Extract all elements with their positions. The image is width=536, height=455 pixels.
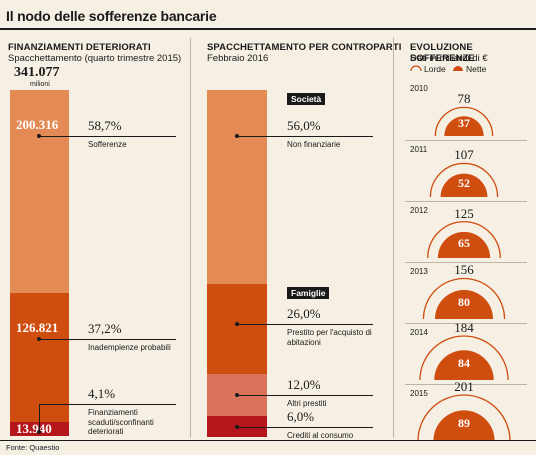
- nette-value: 37: [458, 116, 470, 130]
- semicircle-pair: [434, 106, 494, 137]
- col1-title: FINANZIAMENTI DETERIORATI: [8, 42, 151, 53]
- segment-label: Sofferenze: [88, 140, 127, 149]
- nette-semicircle: [433, 410, 495, 441]
- chart-title: Il nodo delle sofferenze bancarie: [6, 8, 217, 24]
- year-label: 2014: [410, 328, 428, 337]
- legend-nette-icon: [453, 66, 463, 71]
- year-label: 2010: [410, 84, 428, 93]
- lorde-arc: [419, 335, 509, 381]
- semicircle-pair: [429, 162, 499, 198]
- nette-semicircle: [434, 350, 494, 380]
- leader-line: [39, 404, 176, 405]
- leader-line: [237, 324, 373, 325]
- segment-label: Finanziamenti scaduti/sconfinanti deteri…: [88, 408, 154, 436]
- segment-label: Crediti al consumo: [287, 431, 354, 440]
- lorde-value: 78: [457, 91, 471, 107]
- segment-value-label: 126.821: [16, 320, 59, 335]
- bar-segment: [207, 284, 267, 374]
- segment-percent: 12,0%: [287, 377, 321, 392]
- nette-value: 89: [458, 416, 470, 431]
- lorde-value: 201: [454, 379, 474, 394]
- year-label: 2012: [410, 206, 428, 215]
- year-label: 2015: [410, 389, 428, 398]
- segment-label: Inadempienze probabili: [88, 343, 171, 352]
- semicircle-pair: [419, 335, 509, 381]
- row-divider: [405, 384, 527, 385]
- bar-segment: [10, 90, 69, 293]
- segment-value-label: 13.940: [16, 421, 52, 436]
- year-label: 2013: [410, 267, 428, 276]
- lorde-arc: [417, 394, 511, 442]
- nette-semicircle: [440, 173, 488, 197]
- col3-subtitle: Dati in miliardi di €: [410, 53, 488, 64]
- lorde-arc: [429, 162, 499, 198]
- row-divider: [405, 323, 527, 324]
- bar-segment: [10, 293, 69, 422]
- semicircle-pair: [417, 394, 511, 442]
- leader-line: [39, 136, 176, 137]
- semicircle-pair: [422, 277, 506, 320]
- lorde-value: 156: [454, 262, 474, 278]
- nette-value: 65: [458, 235, 470, 250]
- col1-total: 341.077: [14, 65, 60, 80]
- leader-dot: [37, 430, 41, 434]
- segment-label: Non finanziarie: [287, 140, 341, 149]
- nette-semicircle: [434, 289, 494, 319]
- legend-nette-label: Nette: [466, 64, 487, 74]
- column-separator: [393, 38, 394, 438]
- leader-line: [237, 136, 373, 137]
- legend-lorde-icon: [410, 65, 422, 72]
- segment-percent: 26,0%: [287, 306, 321, 321]
- lorde-arc: [427, 221, 501, 259]
- group-tag: Società: [287, 93, 326, 105]
- leader-line: [39, 404, 40, 432]
- leader-line: [39, 339, 176, 340]
- row-divider: [405, 201, 527, 202]
- title-rule: [0, 28, 536, 30]
- nette-value: 80: [458, 295, 470, 310]
- col3-title: EVOLUZIONE SOFFERENZE: [410, 42, 475, 64]
- nette-value: 84: [458, 355, 470, 370]
- lorde-value: 184: [454, 319, 474, 335]
- semicircle-pair: [427, 221, 501, 259]
- segment-percent: 6,0%: [287, 409, 315, 424]
- group-tag: Famiglie: [287, 287, 330, 299]
- nette-semicircle: [444, 116, 484, 136]
- lorde-value: 125: [454, 205, 474, 221]
- col2-title: SPACCHETTAMENTO PER CONTROPARTI: [207, 42, 402, 53]
- legend-lorde-label: Lorde: [424, 64, 446, 74]
- row-divider: [405, 262, 527, 263]
- bar-segment: [207, 90, 267, 284]
- segment-label: Prestito per l'acquisto di abitazioni: [287, 328, 372, 347]
- column-separator: [190, 38, 191, 438]
- segment-percent: 58,7%: [88, 118, 122, 133]
- lorde-value: 107: [454, 147, 474, 163]
- segment-percent: 37,2%: [88, 321, 122, 336]
- lorde-arc: [434, 106, 494, 137]
- nette-semicircle: [437, 231, 491, 258]
- footer-rule: [0, 440, 536, 441]
- col1-subtitle: Spacchettamento (quarto trimestre 2015): [8, 53, 182, 64]
- leader-line: [237, 427, 373, 428]
- segment-percent: 56,0%: [287, 118, 321, 133]
- segment-percent: 4,1%: [88, 386, 116, 401]
- nette-value: 52: [458, 176, 470, 191]
- segment-label: Altri prestiti: [287, 399, 327, 408]
- row-divider: [405, 140, 527, 141]
- year-label: 2011: [410, 145, 428, 154]
- leader-line: [237, 395, 373, 396]
- source-note: Fonte: Quaestio: [6, 443, 60, 452]
- lorde-arc: [422, 277, 506, 320]
- segment-value-label: 200.316: [16, 117, 59, 132]
- col1-total-unit: milioni: [30, 81, 50, 88]
- col2-subtitle: Febbraio 2016: [207, 53, 269, 64]
